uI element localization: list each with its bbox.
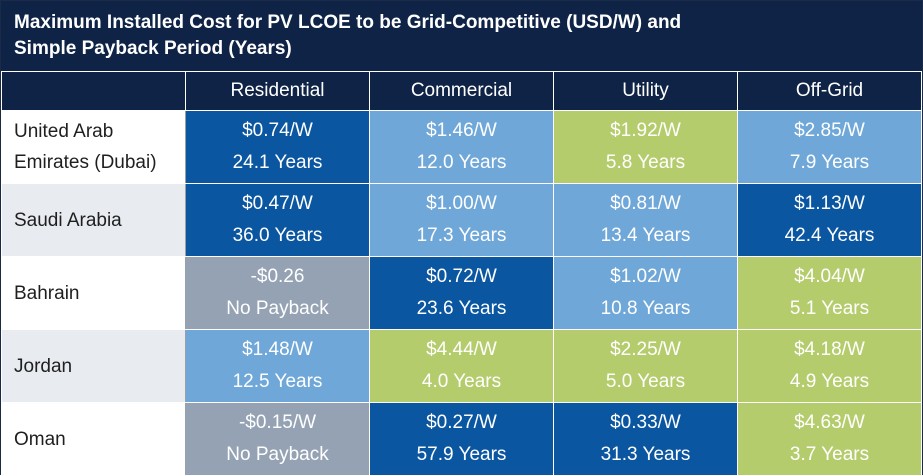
- installed-cost-value: $0.72/W: [426, 266, 497, 287]
- table-row: Saudi Arabia $0.47/W 36.0 Years $1.00/W 17.3…: [1, 183, 922, 257]
- country-name: Saudi Arabia: [14, 209, 122, 231]
- utility-cell: $1.02/W 10.8 Years: [553, 256, 738, 330]
- table-body: United Arab Emirates (Dubai) $0.74/W 24.1 Y…: [1, 110, 922, 476]
- header-off-grid: Off-Grid: [737, 71, 922, 111]
- data-table: Residential Commercial Utility Off-Grid …: [1, 71, 922, 476]
- country-cell: Saudi Arabia: [1, 183, 186, 257]
- table-row: Oman -$0.15/W No Payback $0.27/W 57.9 Years $…: [1, 402, 922, 476]
- off-grid-cell: $4.04/W 5.1 Years: [737, 256, 922, 330]
- header-utility: Utility: [553, 71, 738, 111]
- country-cell: Oman: [1, 402, 186, 476]
- off-grid-cell: $4.18/W 4.9 Years: [737, 329, 922, 403]
- utility-cell: $0.81/W 13.4 Years: [553, 183, 738, 257]
- header-residential: Residential: [185, 71, 370, 111]
- installed-cost-value: $1.02/W: [610, 266, 681, 287]
- payback-period-value: 36.0 Years: [232, 225, 323, 246]
- residential-cell: -$0.15/W No Payback: [185, 402, 370, 476]
- table-row: Jordan $1.48/W 12.5 Years $4.44/W 4.0 Years $…: [1, 329, 922, 403]
- payback-period-value: 5.8 Years: [605, 152, 686, 173]
- commercial-cell: $4.44/W 4.0 Years: [369, 329, 554, 403]
- payback-period-value: No Payback: [226, 444, 329, 465]
- payback-period-value: 12.0 Years: [416, 152, 507, 173]
- payback-period-value: 12.5 Years: [232, 371, 323, 392]
- installed-cost-value: $0.74/W: [242, 120, 313, 141]
- off-grid-cell: $1.13/W 42.4 Years: [737, 183, 922, 257]
- commercial-cell: $0.27/W 57.9 Years: [369, 402, 554, 476]
- payback-period-value: 4.0 Years: [421, 371, 502, 392]
- residential-cell: $0.47/W 36.0 Years: [185, 183, 370, 257]
- country-name-line-2: Emirates (Dubai): [14, 152, 157, 173]
- installed-cost-value: $0.33/W: [610, 412, 681, 433]
- installed-cost-value: $0.27/W: [426, 412, 497, 433]
- residential-cell: -$0.26 No Payback: [185, 256, 370, 330]
- installed-cost-value: $1.46/W: [426, 120, 497, 141]
- header-commercial: Commercial: [369, 71, 554, 111]
- utility-cell: $2.25/W 5.0 Years: [553, 329, 738, 403]
- payback-period-value: 23.6 Years: [416, 298, 507, 319]
- installed-cost-value: $4.63/W: [794, 412, 865, 433]
- country-name: Bahrain: [14, 282, 80, 304]
- payback-period-value: 5.0 Years: [605, 371, 686, 392]
- header-corner: [1, 71, 186, 111]
- installed-cost-value: -$0.15/W: [238, 412, 317, 433]
- installed-cost-value: $1.48/W: [242, 339, 313, 360]
- payback-period-value: 3.7 Years: [789, 444, 870, 465]
- table-title: Maximum Installed Cost for PV LCOE to be…: [1, 1, 922, 71]
- country-cell: United Arab Emirates (Dubai): [1, 110, 186, 184]
- residential-cell: $1.48/W 12.5 Years: [185, 329, 370, 403]
- payback-period-value: 7.9 Years: [789, 152, 870, 173]
- country-cell: Jordan: [1, 329, 186, 403]
- table-row: United Arab Emirates (Dubai) $0.74/W 24.1 Y…: [1, 110, 922, 184]
- off-grid-cell: $2.85/W 7.9 Years: [737, 110, 922, 184]
- payback-period-value: 17.3 Years: [416, 225, 507, 246]
- commercial-cell: $0.72/W 23.6 Years: [369, 256, 554, 330]
- header-row: Residential Commercial Utility Off-Grid: [1, 71, 922, 111]
- residential-cell: $0.74/W 24.1 Years: [185, 110, 370, 184]
- payback-period-value: 31.3 Years: [600, 444, 691, 465]
- commercial-cell: $1.00/W 17.3 Years: [369, 183, 554, 257]
- installed-cost-value: $0.81/W: [610, 193, 681, 214]
- installed-cost-value: -$0.26: [250, 266, 305, 287]
- installed-cost-value: $1.13/W: [794, 193, 865, 214]
- installed-cost-value: $1.00/W: [426, 193, 497, 214]
- payback-period-value: 24.1 Years: [232, 152, 323, 173]
- utility-cell: $1.92/W 5.8 Years: [553, 110, 738, 184]
- commercial-cell: $1.46/W 12.0 Years: [369, 110, 554, 184]
- payback-period-value: 57.9 Years: [416, 444, 507, 465]
- table-row: Bahrain -$0.26 No Payback $0.72/W 23.6 Years…: [1, 256, 922, 330]
- country-cell: Bahrain: [1, 256, 186, 330]
- payback-period-value: 4.9 Years: [789, 371, 870, 392]
- installed-cost-value: $4.44/W: [426, 339, 497, 360]
- country-name: Jordan: [14, 355, 73, 377]
- installed-cost-value: $2.85/W: [794, 120, 865, 141]
- utility-cell: $0.33/W 31.3 Years: [553, 402, 738, 476]
- installed-cost-value: $4.18/W: [794, 339, 865, 360]
- payback-period-value: 42.4 Years: [784, 225, 875, 246]
- installed-cost-value: $0.47/W: [242, 193, 313, 214]
- installed-cost-value: $4.04/W: [794, 266, 865, 287]
- installed-cost-value: $1.92/W: [610, 120, 681, 141]
- installed-cost-value: $2.25/W: [610, 339, 681, 360]
- title-line-1: Maximum Installed Cost for PV LCOE to be…: [14, 12, 682, 33]
- country-name: Oman: [14, 428, 66, 450]
- payback-period-value: No Payback: [226, 298, 329, 319]
- payback-period-value: 10.8 Years: [600, 298, 691, 319]
- off-grid-cell: $4.63/W 3.7 Years: [737, 402, 922, 476]
- payback-period-value: 5.1 Years: [789, 298, 870, 319]
- payback-period-value: 13.4 Years: [600, 225, 691, 246]
- country-name: United Arab: [14, 121, 114, 142]
- title-line-2: Simple Payback Period (Years): [14, 38, 292, 59]
